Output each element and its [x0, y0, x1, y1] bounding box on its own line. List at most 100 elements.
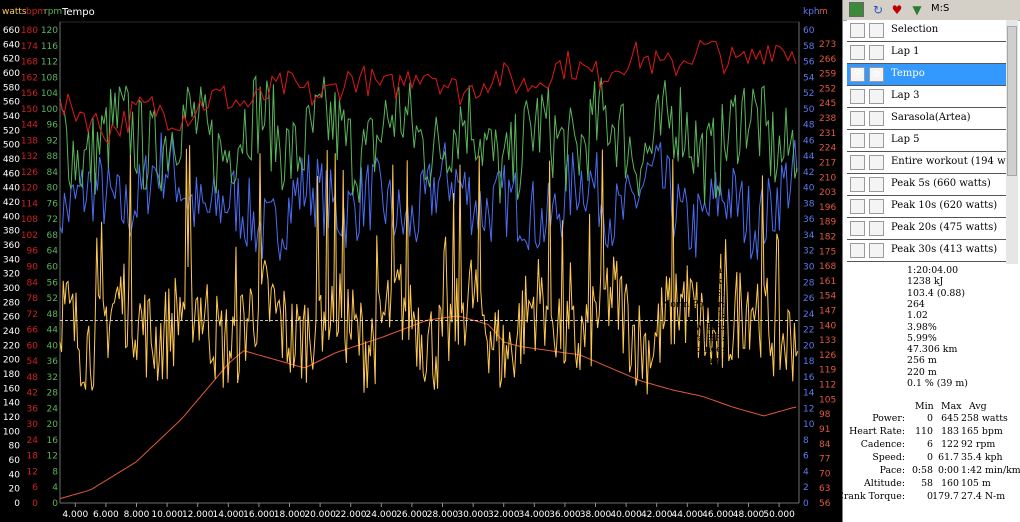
bpm-tick-label: 24	[27, 436, 39, 446]
attachment-clip-icon[interactable]: ⊘	[869, 67, 884, 82]
m-tick-label: 245	[819, 99, 836, 109]
visibility-eye-icon[interactable]	[850, 155, 865, 170]
lap-row[interactable]: Peak 30s (413 watts)	[847, 240, 1007, 262]
kph-tick-label: 30	[803, 263, 815, 273]
ride-chart-svg[interactable]: 6606406206005805605405205004804604404204…	[0, 0, 842, 522]
lap-label: Entire workout (194 watts	[891, 156, 1007, 167]
stats-cell-min: 6	[927, 439, 933, 451]
scrollbar-thumb[interactable]	[1007, 26, 1017, 176]
plot-area	[59, 21, 800, 504]
rpm-tick-label: 76	[47, 199, 59, 209]
lap-list[interactable]: Selection Lap 1 👁 ⊘ Tempo Lap 3 Sarasola(Artea…	[847, 20, 1007, 264]
visibility-eye-icon[interactable]	[850, 133, 865, 148]
bpm-tick-label: 84	[27, 278, 39, 288]
watts-tick-label: 580	[3, 83, 20, 93]
rpm-tick-label: 92	[47, 136, 58, 146]
m-tick-label: 112	[819, 381, 836, 391]
stats-cell-k: Speed:	[872, 452, 905, 463]
stats-cell-avg: 258 watts	[961, 413, 1008, 425]
attachment-clip-icon[interactable]	[869, 23, 884, 38]
watts-tick-label: 620	[3, 55, 20, 65]
watts-tick-label: 380	[3, 227, 20, 237]
lap-row[interactable]: Peak 20s (475 watts)	[847, 218, 1007, 240]
watts-tick-label: 240	[3, 327, 20, 337]
attachment-clip-icon[interactable]	[869, 45, 884, 60]
bpm-tick-label: 54	[27, 357, 39, 367]
rpm-tick-label: 56	[47, 278, 59, 288]
summary-key: Distance:	[680, 344, 725, 356]
bpm-tick-label: 126	[21, 168, 38, 178]
m-tick-label: 266	[819, 55, 836, 65]
rpm-tick-label: 108	[41, 73, 58, 83]
visibility-eye-icon[interactable]	[850, 221, 865, 236]
lap-label: Selection	[891, 24, 939, 35]
rpm-tick-label: 24	[47, 404, 59, 414]
visibility-eye-icon[interactable]: 👁	[850, 67, 865, 82]
bpm-tick-label: 78	[27, 294, 39, 304]
lap-row[interactable]: Peak 10s (620 watts)	[847, 196, 1007, 218]
lap-row[interactable]: 👁 ⊘ Tempo	[847, 64, 1007, 86]
watts-tick-label: 20	[9, 485, 21, 495]
x-tick-label: 8.000	[124, 510, 150, 520]
watts-tick-label: 40	[9, 470, 21, 480]
m-tick-label: 196	[819, 203, 836, 213]
lap-row[interactable]: Lap 3	[847, 86, 1007, 108]
attachment-clip-icon[interactable]	[869, 133, 884, 148]
summary-value: 220 m	[907, 366, 937, 378]
x-tick-label: 40.000	[610, 510, 642, 520]
time-format-label[interactable]: M:S	[931, 3, 950, 14]
bpm-tick-label: 60	[27, 341, 39, 351]
kph-tick-label: 60	[803, 26, 815, 36]
lap-list-scrollbar[interactable]	[1006, 20, 1018, 264]
bpm-tick-label: 90	[27, 263, 39, 273]
visibility-eye-icon[interactable]	[850, 111, 865, 126]
lap-row[interactable]: Peak 5s (660 watts)	[847, 174, 1007, 196]
watts-tick-label: 120	[3, 413, 20, 423]
watts-tick-label: 640	[3, 40, 20, 50]
attachment-clip-icon[interactable]	[869, 177, 884, 192]
lap-row[interactable]: Lap 1	[847, 42, 1007, 64]
stats-cell-max: 61.7	[938, 452, 959, 463]
visibility-eye-icon[interactable]	[850, 243, 865, 258]
bpm-tick-label: 30	[27, 420, 39, 430]
kph-tick-label: 44	[803, 152, 815, 162]
attachment-clip-icon[interactable]	[869, 221, 884, 236]
summary-value: 0.1 % (39 m)	[907, 378, 968, 389]
series-line-heart-rate	[59, 39, 797, 145]
lap-row[interactable]: Entire workout (194 watts	[847, 152, 1007, 174]
visibility-eye-icon[interactable]	[850, 177, 865, 192]
bpm-tick-label: 6	[32, 483, 38, 493]
attachment-clip-icon[interactable]	[869, 243, 884, 258]
stats-cell-k: Crank Torque:	[836, 490, 905, 502]
chart-icon[interactable]	[849, 2, 864, 17]
attachment-clip-icon[interactable]	[869, 111, 884, 126]
kph-tick-label: 32	[803, 247, 814, 257]
visibility-eye-icon[interactable]	[850, 199, 865, 214]
lap-row[interactable]: Selection	[847, 20, 1007, 42]
rpm-tick-label: 80	[47, 184, 59, 194]
attachment-clip-icon[interactable]	[869, 199, 884, 214]
lap-row[interactable]: Sarasola(Artea)	[847, 108, 1007, 130]
x-tick-label: 12.000	[182, 510, 214, 520]
ride-chart[interactable]: 660 640 620 600 580 560 540 520 500 480 460 440 420 4…	[0, 0, 842, 522]
heart-icon[interactable]: ♥	[891, 3, 903, 17]
lap-row[interactable]: Lap 5	[847, 130, 1007, 152]
bpm-unit-label: bpm	[26, 7, 46, 17]
x-tick-label: 26.000	[396, 510, 428, 520]
visibility-eye-icon[interactable]	[850, 45, 865, 60]
series-line-altitude	[59, 315, 797, 500]
kph-tick-label: 46	[803, 136, 815, 146]
visibility-eye-icon[interactable]	[850, 23, 865, 38]
kph-tick-label: 54	[803, 73, 815, 83]
watts-tick-label: 520	[3, 126, 20, 136]
watts-tick-label: 260	[3, 313, 20, 323]
watts-tick-label: 140	[3, 399, 20, 409]
visibility-eye-icon[interactable]	[850, 89, 865, 104]
watts-tick-label: 600	[3, 69, 20, 79]
attachment-clip-icon[interactable]	[869, 155, 884, 170]
attachment-clip-icon[interactable]	[869, 89, 884, 104]
bpm-tick-label: 138	[21, 136, 38, 146]
refresh-icon[interactable]: ↻	[872, 3, 884, 17]
down-arrow-icon[interactable]: ▼	[912, 3, 922, 17]
stats-cell-min: 0	[927, 413, 933, 425]
